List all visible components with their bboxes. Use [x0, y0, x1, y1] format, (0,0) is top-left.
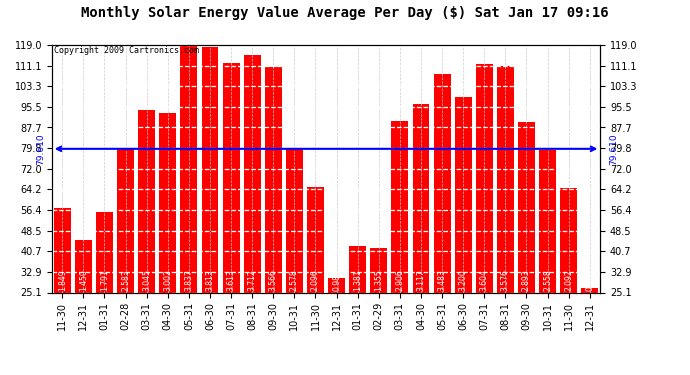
Text: 2.092: 2.092	[564, 270, 573, 291]
Bar	[539, 150, 556, 358]
Text: 79.610: 79.610	[609, 133, 618, 165]
Text: 3.045: 3.045	[142, 269, 151, 291]
Bar	[455, 97, 471, 358]
Bar	[328, 278, 345, 358]
Bar	[286, 148, 303, 358]
Text: 3.604: 3.604	[480, 269, 489, 291]
Bar	[223, 63, 239, 358]
Bar	[560, 188, 577, 358]
Text: Monthly Solar Energy Value Average Per Day ($) Sat Jan 17 09:16: Monthly Solar Energy Value Average Per D…	[81, 6, 609, 20]
Bar	[476, 64, 493, 358]
Text: 1.849: 1.849	[58, 270, 67, 291]
Bar	[413, 104, 429, 358]
Text: 2.096: 2.096	[311, 269, 320, 291]
Text: 3.566: 3.566	[269, 269, 278, 291]
Text: 2.578: 2.578	[290, 270, 299, 291]
Text: 0.868: 0.868	[585, 270, 594, 291]
Bar	[181, 45, 197, 358]
Text: 1.791: 1.791	[100, 270, 109, 291]
Bar	[371, 248, 387, 358]
Bar	[54, 208, 71, 358]
Bar	[96, 212, 113, 358]
Text: 3.200: 3.200	[459, 269, 468, 291]
Bar	[75, 240, 92, 358]
Text: Copyright 2009 Cartronics.com: Copyright 2009 Cartronics.com	[55, 46, 199, 55]
Text: 2.893: 2.893	[522, 270, 531, 291]
Text: 1.381: 1.381	[353, 270, 362, 291]
Text: 3.613: 3.613	[226, 269, 235, 291]
Text: 3.117: 3.117	[417, 270, 426, 291]
Bar	[433, 74, 451, 358]
Bar	[201, 47, 219, 358]
Bar	[349, 246, 366, 358]
Text: 1.355: 1.355	[374, 269, 383, 291]
Text: 3.813: 3.813	[206, 270, 215, 291]
Text: 3.576: 3.576	[501, 269, 510, 291]
Bar	[138, 110, 155, 358]
Text: 3.002: 3.002	[164, 269, 172, 291]
Bar	[117, 148, 134, 358]
Text: 3.483: 3.483	[437, 269, 446, 291]
Text: 0.987: 0.987	[332, 269, 341, 291]
Bar	[307, 188, 324, 358]
Bar	[497, 66, 514, 358]
Bar	[391, 121, 408, 358]
Text: 2.583: 2.583	[121, 270, 130, 291]
Text: 3.837: 3.837	[184, 269, 193, 291]
Text: 2.906: 2.906	[395, 269, 404, 291]
Bar	[159, 113, 176, 358]
Bar	[581, 288, 598, 358]
Text: 79.610: 79.610	[37, 133, 46, 165]
Bar	[518, 122, 535, 358]
Bar	[244, 56, 261, 358]
Text: 3.712: 3.712	[248, 270, 257, 291]
Bar	[265, 67, 282, 358]
Text: 1.450: 1.450	[79, 269, 88, 291]
Text: 2.558: 2.558	[543, 270, 552, 291]
